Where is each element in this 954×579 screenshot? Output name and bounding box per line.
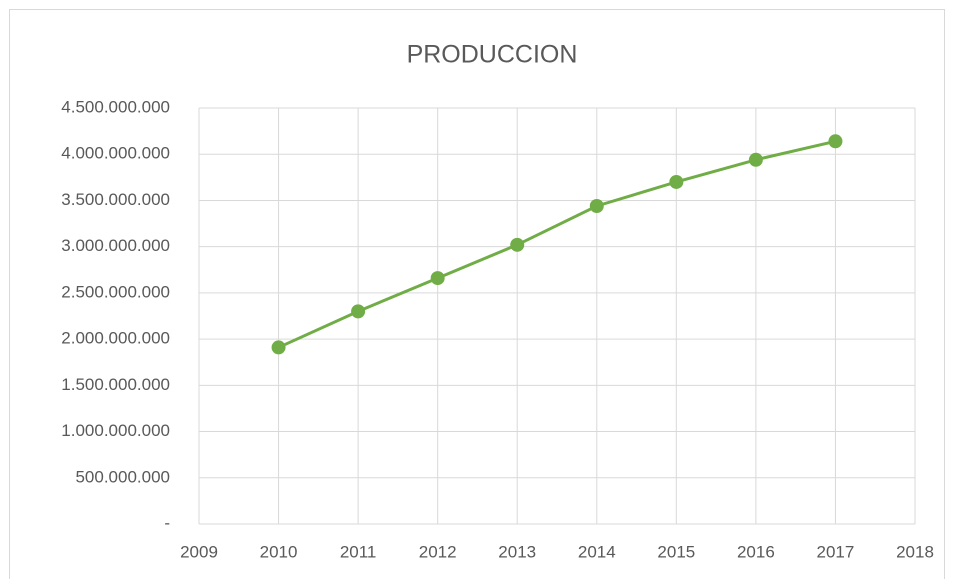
- y-tick-label: 4.500.000.000: [61, 97, 170, 116]
- y-tick-label: 1.000.000.000: [61, 421, 170, 440]
- x-tick-label: 2013: [498, 542, 536, 561]
- point: [828, 134, 843, 149]
- point: [669, 174, 684, 189]
- y-tick-label: 2.500.000.000: [61, 282, 170, 301]
- y-tick-label: 500.000.000: [75, 467, 170, 486]
- x-tick-label: 2016: [737, 542, 775, 561]
- line: [277, 139, 836, 349]
- y-tick-label: 3.500.000.000: [61, 190, 170, 209]
- chart-frame: [9, 9, 945, 579]
- x-tick-label: 2009: [180, 542, 218, 561]
- point: [510, 237, 525, 252]
- point: [430, 271, 445, 286]
- y-tick-label: -: [164, 513, 170, 532]
- point: [351, 304, 366, 319]
- y-tick-label: 3.000.000.000: [61, 236, 170, 255]
- x-tick-label: 2015: [657, 542, 695, 561]
- point: [271, 340, 286, 355]
- x-tick-label: 2012: [419, 542, 457, 561]
- y-tick-label: 2.000.000.000: [61, 329, 170, 348]
- x-tick-label: 2011: [340, 542, 377, 561]
- x-tick-label: 2014: [578, 542, 616, 561]
- x-tick-label: 2010: [260, 542, 298, 561]
- chart-title: PRODUCCION: [407, 41, 578, 69]
- y-tick-label: 4.000.000.000: [61, 144, 170, 163]
- point: [748, 152, 763, 167]
- x-tick-label: 2017: [817, 542, 855, 561]
- y-tick-label: 1.500.000.000: [61, 375, 170, 394]
- x-tick-label: 2018: [896, 542, 934, 561]
- point: [589, 198, 604, 213]
